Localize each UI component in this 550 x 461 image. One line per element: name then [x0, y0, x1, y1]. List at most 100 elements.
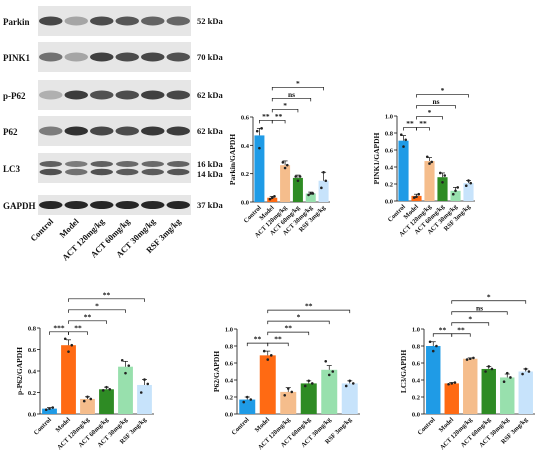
- data-point: [425, 155, 429, 159]
- blot-band: [64, 126, 88, 136]
- blot-kda-label: 16 kDa: [197, 159, 223, 169]
- bracket-line: [267, 320, 330, 325]
- blot-row-label: LC3: [3, 164, 21, 174]
- chart-2: 0.00.20.40.60.81.0PINK1/GAPDHControlMode…: [372, 86, 475, 238]
- data-point: [447, 382, 450, 386]
- data-point: [48, 407, 51, 410]
- blot-band: [167, 161, 190, 167]
- bar-model: [259, 355, 276, 414]
- bracket-line: [416, 94, 469, 98]
- data-point: [417, 192, 421, 196]
- y-tick-label: 0.8: [225, 344, 234, 351]
- blot-band: [166, 52, 190, 62]
- bar-act30: [321, 369, 338, 414]
- data-point: [63, 337, 67, 341]
- blot-band: [115, 52, 139, 62]
- data-point: [286, 387, 290, 390]
- blot-row-label: PINK1: [3, 53, 31, 63]
- bracket-line: [416, 127, 430, 131]
- y-tick-label: 0.2: [241, 171, 249, 178]
- blot-band: [90, 126, 114, 136]
- significance-bracket: **: [68, 290, 145, 302]
- blot-band: [65, 168, 88, 176]
- significance-bracket: **: [451, 325, 471, 337]
- significance-label: ns: [476, 303, 483, 312]
- data-point: [502, 380, 506, 384]
- data-point: [438, 171, 442, 175]
- blot-kda-label: 70 kDa: [197, 52, 223, 62]
- blot-band: [141, 168, 164, 176]
- data-point: [242, 400, 246, 404]
- data-point: [303, 384, 307, 388]
- bracket-line: [451, 311, 508, 315]
- y-tick-label: 0.6: [28, 347, 37, 354]
- bar-act120: [424, 161, 435, 201]
- blot-lane-label: Control: [28, 216, 55, 243]
- blot-band: [141, 126, 165, 136]
- bracket-line: [267, 331, 310, 336]
- blot-band: [141, 201, 165, 209]
- significance-label: ns: [288, 90, 295, 99]
- blot-band: [141, 16, 165, 26]
- bracket-line: [271, 119, 286, 124]
- bar-act30: [305, 193, 316, 202]
- y-tick-label: 0.4: [241, 143, 250, 150]
- data-point: [521, 372, 524, 376]
- bar-act120: [280, 165, 291, 202]
- significance-bracket: *: [267, 313, 330, 325]
- blot-row-label: GAPDH: [3, 201, 36, 211]
- significance-bracket: *: [416, 108, 443, 120]
- bar-rsf3: [318, 180, 329, 202]
- data-point: [120, 358, 124, 362]
- significance-label: **: [419, 119, 427, 128]
- data-point: [465, 358, 469, 361]
- data-point: [467, 179, 470, 182]
- significance-bracket: ns: [271, 90, 312, 102]
- blot-strip: [38, 153, 191, 183]
- data-point: [428, 340, 432, 344]
- data-point: [453, 381, 457, 384]
- bar-control: [398, 140, 409, 201]
- significance-bracket: ***: [49, 323, 69, 335]
- blot-band: [64, 90, 88, 100]
- blot-band: [64, 52, 88, 62]
- blot-band: [39, 168, 62, 176]
- data-point: [143, 378, 146, 381]
- blot-band: [39, 16, 63, 26]
- data-point: [101, 389, 105, 392]
- data-point: [281, 161, 285, 164]
- data-point: [327, 373, 331, 377]
- chart-1: 0.00.20.40.6Parkin/GAPDHControlModelACT …: [228, 79, 330, 239]
- data-point: [44, 408, 48, 412]
- data-point: [451, 192, 455, 196]
- data-point: [127, 364, 131, 367]
- significance-label: **: [103, 290, 111, 299]
- bar-rsf3: [137, 384, 152, 414]
- y-tick-label: 0.4: [412, 378, 421, 385]
- bar-act120: [280, 391, 297, 414]
- y-tick-label: 0.0: [225, 412, 233, 419]
- data-point: [311, 192, 315, 195]
- significance-bracket: ns: [416, 97, 456, 109]
- blot-band: [90, 201, 114, 209]
- bar-act60: [99, 389, 114, 414]
- blot-kda-label: 14 kDa: [197, 169, 223, 179]
- bracket-line: [451, 322, 490, 326]
- data-point: [298, 175, 302, 178]
- data-point: [431, 349, 435, 353]
- significance-label: **: [285, 324, 293, 333]
- data-point: [255, 129, 259, 133]
- y-tick-label: 0.8: [385, 131, 394, 138]
- data-point: [428, 162, 431, 165]
- y-tick-label: 0.0: [412, 412, 420, 419]
- y-tick-label: 1.0: [412, 327, 420, 334]
- data-point: [484, 370, 487, 373]
- bar-rsf3: [463, 183, 474, 201]
- blot-band: [39, 161, 62, 167]
- data-point: [320, 186, 323, 190]
- significance-bracket: *: [451, 292, 527, 304]
- blot-band: [167, 168, 190, 176]
- data-point: [469, 181, 473, 185]
